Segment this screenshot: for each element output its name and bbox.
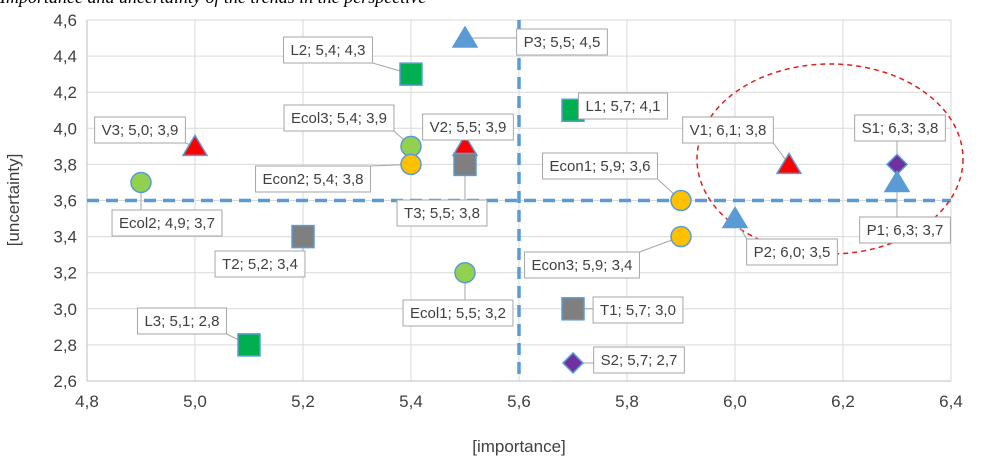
data-label-box [111, 209, 223, 237]
data-label-box [282, 36, 374, 64]
data-label-ecol3: Ecol3; 5,4; 3,9 [291, 110, 387, 127]
point-t3 [453, 152, 477, 177]
data-label-econ1: Econ1; 5,9; 3,6 [550, 158, 651, 175]
data-label-l2: L2; 5,4; 4,3 [290, 42, 365, 59]
point-ecol2 [130, 171, 152, 194]
y-tick-label: 2,6 [53, 372, 77, 391]
data-label-box [422, 113, 514, 141]
data-label-box [592, 296, 684, 324]
x-tick-label: 4,8 [75, 392, 99, 411]
point-l3 [237, 333, 261, 357]
x-tick-label: 5,4 [399, 392, 423, 411]
y-tick-label: 3,4 [53, 228, 77, 247]
point-econ1 [670, 189, 692, 212]
x-tick-label: 6,2 [831, 392, 855, 411]
data-label-t3: T3; 5,5; 3,8 [404, 205, 480, 222]
data-label-box [396, 199, 488, 227]
point-ecol1 [454, 261, 476, 284]
data-labels: P3; 5,5; 4,5 L2; 5,4; 4,3 L1; 5,7; 4,1 V3; … [94, 28, 951, 374]
y-tick-label: 4,0 [53, 119, 77, 138]
x-tick-label: 5,2 [291, 392, 315, 411]
data-label-t2: T2; 5,2; 3,4 [222, 256, 298, 273]
data-label-ecol1: Ecol1; 5,5; 3,2 [410, 305, 506, 322]
data-label-box [593, 346, 685, 374]
data-label-v3: V3; 5,0; 3,9 [102, 122, 179, 139]
point-p1 [883, 169, 911, 193]
point-v1 [775, 151, 803, 175]
y-tick-label: 3,2 [53, 264, 77, 283]
point-v3 [181, 133, 209, 157]
data-label-econ3: Econ3; 5,9; 3,4 [532, 257, 633, 274]
data-label-box [577, 92, 669, 120]
data-label-box [854, 114, 946, 142]
data-label-box [859, 216, 951, 244]
data-label-box [746, 238, 838, 266]
data-label-ecol2: Ecol2; 4,9; 3,7 [119, 215, 215, 232]
data-label-v2: V2; 5,5; 3,9 [430, 119, 507, 136]
data-label-s1: S1; 6,3; 3,8 [862, 120, 939, 137]
data-label-box [402, 299, 514, 327]
data-label-box [524, 251, 640, 279]
reference-lines [87, 20, 951, 381]
x-tick-label: 5,6 [507, 392, 531, 411]
data-label-t1: T1; 5,7; 3,0 [600, 302, 676, 319]
data-label-l1: L1; 5,7; 4,1 [585, 98, 660, 115]
data-label-box [136, 307, 228, 335]
point-ecol3 [400, 135, 422, 158]
data-label-box [682, 116, 774, 144]
point-l2 [399, 62, 423, 86]
y-tick-label: 3,8 [53, 155, 77, 174]
x-tick-label: 6,4 [939, 392, 963, 411]
point-p3 [451, 25, 479, 48]
y-tick-label: 4,2 [53, 83, 77, 102]
x-axis-title: [importance] [472, 437, 566, 456]
data-label-box [255, 165, 371, 193]
data-label-p2: P2; 6,0; 3,5 [754, 244, 831, 261]
data-label-box [542, 152, 658, 180]
data-label-box [283, 104, 395, 132]
page-title: Importance and uncertainty of the trends… [0, 0, 426, 8]
point-econ3 [670, 225, 692, 248]
data-label-econ2: Econ2; 5,4; 3,8 [263, 171, 364, 188]
y-tick-label: 3,6 [53, 192, 77, 211]
data-label-v1: V1; 6,1; 3,8 [690, 122, 767, 139]
y-tick-label: 3,0 [53, 300, 77, 319]
data-label-box [214, 250, 306, 278]
x-tick-label: 6,0 [723, 392, 747, 411]
data-label-p1: P1; 6,3; 3,7 [867, 222, 944, 239]
point-p2 [721, 206, 749, 229]
data-label-p3: P3; 5,5; 4,5 [524, 34, 601, 51]
data-label-l3: L3; 5,1; 2,8 [144, 313, 219, 330]
y-tick-label: 2,8 [53, 336, 77, 355]
data-points [130, 25, 911, 375]
point-s2 [561, 351, 585, 375]
x-tick-label: 5,8 [615, 392, 639, 411]
y-axis-title: [uncertainty] [4, 154, 23, 247]
data-label-box [516, 28, 608, 56]
point-econ2 [400, 153, 422, 176]
data-label-s2: S2; 5,7; 2,7 [601, 352, 678, 369]
y-tick-label: 4,4 [53, 47, 77, 66]
point-t1 [561, 297, 585, 321]
y-tick-label: 4,6 [53, 11, 77, 30]
point-t2 [291, 224, 315, 249]
x-tick-label: 5,0 [183, 392, 207, 411]
data-label-box [94, 116, 186, 144]
